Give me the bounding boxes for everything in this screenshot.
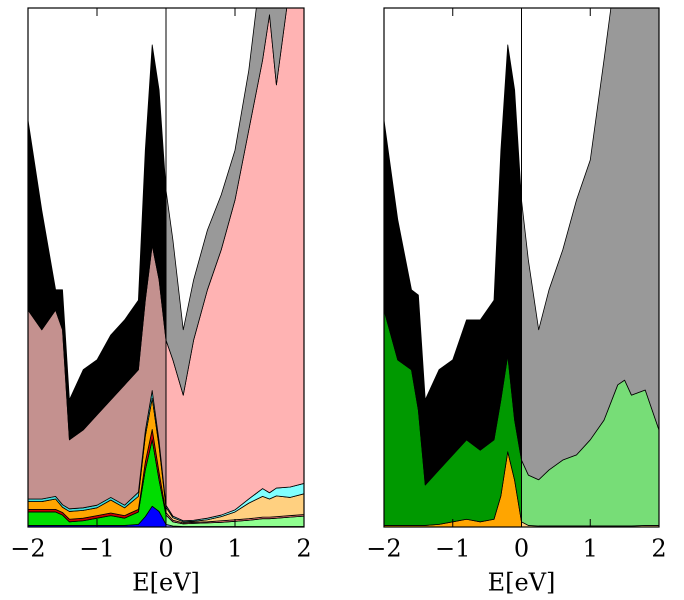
area <box>28 8 288 441</box>
x-tick-label: 2 <box>651 535 666 563</box>
x-tick-label: 1 <box>583 535 598 563</box>
x-tick-label: 0 <box>514 535 529 563</box>
x-axis-label: E[eV] <box>488 569 556 597</box>
x-tick-label: 1 <box>227 535 242 563</box>
x-tick-label: 0 <box>158 535 173 563</box>
x-tick-label: −1 <box>435 535 470 563</box>
x-tick-label: −2 <box>366 535 401 563</box>
x-tick-label: 2 <box>296 535 311 563</box>
x-tick-label: −1 <box>79 535 114 563</box>
plot-area <box>28 8 304 527</box>
x-tick-label: −2 <box>10 535 45 563</box>
x-axis-label: E[eV] <box>132 569 200 597</box>
